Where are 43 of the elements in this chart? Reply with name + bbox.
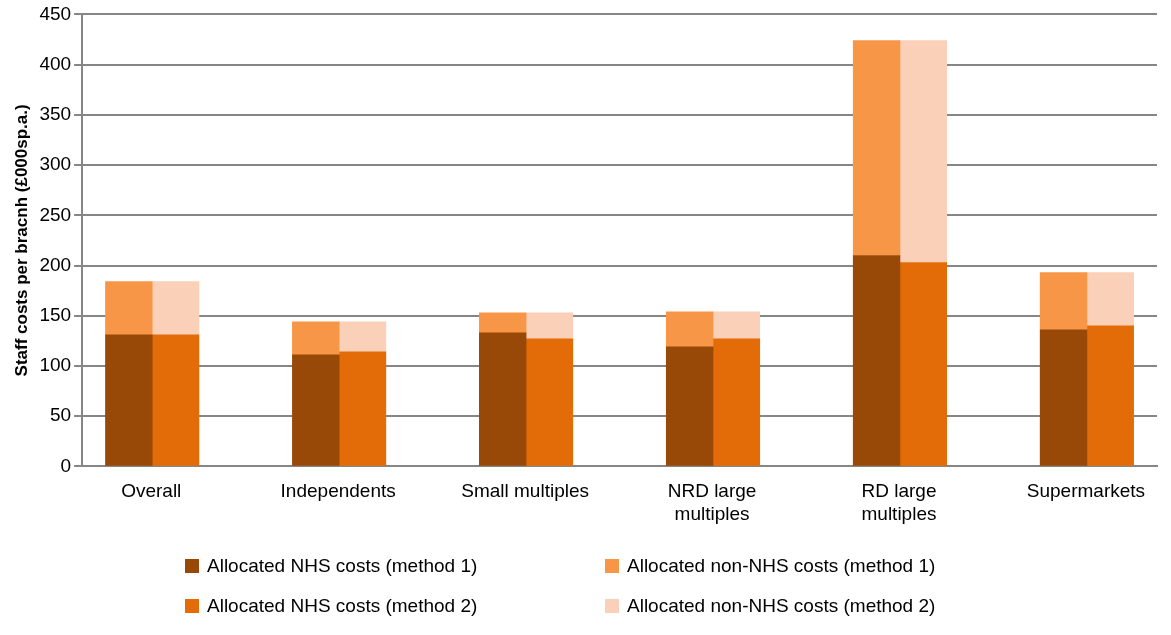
bar bbox=[665, 346, 714, 466]
y-tick-label: 200 bbox=[39, 253, 72, 275]
bar bbox=[105, 281, 153, 336]
bar bbox=[479, 332, 527, 466]
x-tick-label: NRD large multiples bbox=[667, 480, 757, 524]
legend-label: Allocated NHS costs (method 1) bbox=[207, 555, 478, 577]
y-tick-label: 100 bbox=[39, 354, 72, 376]
y-tick-label: 250 bbox=[39, 203, 72, 225]
legend-label: Allocated non-NHS costs (method 1) bbox=[627, 555, 936, 577]
y-tick-label: 300 bbox=[39, 153, 72, 175]
bar bbox=[105, 334, 153, 466]
bar bbox=[1039, 329, 1088, 466]
bar bbox=[292, 321, 340, 356]
bar bbox=[525, 338, 574, 466]
bar bbox=[1039, 272, 1088, 331]
y-axis-title: Staff costs per bracnh (£000sp.a.) bbox=[11, 104, 31, 377]
y-tick-label: 0 bbox=[60, 454, 72, 476]
legend-label: Allocated NHS costs (method 2) bbox=[207, 595, 478, 617]
x-tick-label: Small multiples bbox=[461, 480, 589, 502]
y-tick-label: 450 bbox=[39, 2, 72, 24]
bar bbox=[292, 354, 340, 466]
legend-label: Allocated non-NHS costs (method 2) bbox=[627, 595, 936, 617]
bar bbox=[1086, 272, 1134, 327]
x-tick-label: Overall bbox=[121, 480, 182, 502]
bar bbox=[338, 321, 387, 353]
y-tick-label: 150 bbox=[39, 303, 72, 325]
bar bbox=[151, 334, 200, 466]
y-tick-label: 50 bbox=[49, 404, 72, 426]
bar bbox=[338, 351, 387, 466]
bar bbox=[525, 312, 574, 340]
x-tick-label: Supermarkets bbox=[1026, 480, 1146, 502]
x-tick-label: RD large multiples bbox=[861, 480, 937, 524]
x-tick-label: Independents bbox=[280, 480, 396, 502]
bar bbox=[479, 312, 527, 334]
y-tick-label: 400 bbox=[39, 52, 72, 74]
bar bbox=[899, 262, 948, 466]
bar bbox=[151, 281, 200, 336]
y-tick-label: 350 bbox=[39, 103, 72, 125]
bar bbox=[852, 255, 901, 466]
bar bbox=[712, 338, 761, 466]
bar bbox=[1086, 325, 1134, 466]
bar bbox=[665, 311, 714, 348]
bar bbox=[712, 311, 761, 340]
